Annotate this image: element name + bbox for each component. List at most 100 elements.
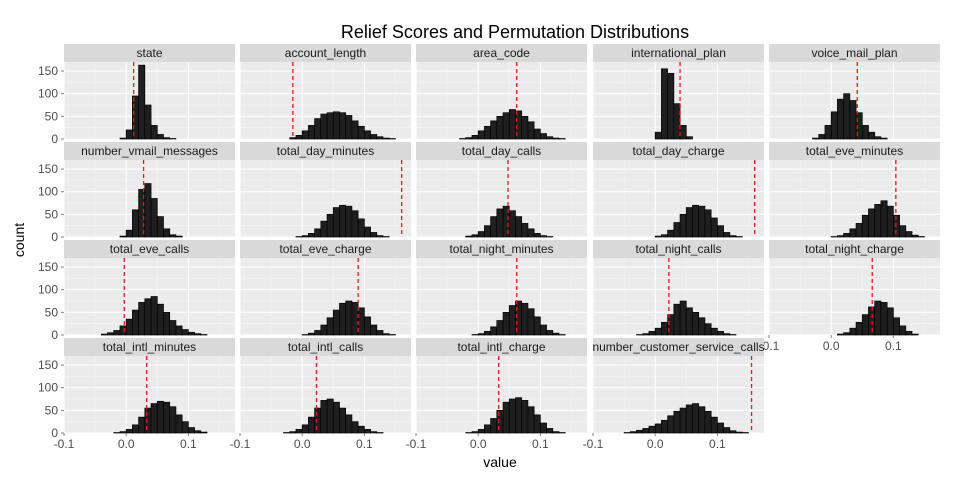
histogram-bar [119,137,127,140]
histogram-bar [698,205,706,238]
histogram-bar [188,331,195,336]
facet-strip-label: account_length [285,46,366,60]
histogram-bar [332,401,340,434]
histogram-bar [175,414,183,434]
y-tick-label: 100 [38,283,58,297]
histogram-bar [150,198,158,238]
y-tick-label: 100 [38,185,58,199]
histogram-bar [698,406,706,434]
histogram-bar [144,183,152,238]
histogram-bar [729,235,737,238]
y-tick-label: 50 [45,207,59,221]
histogram-bar [156,303,164,336]
histogram-bar [320,400,328,434]
histogram-bar [533,128,541,140]
histogram-bar [496,116,504,140]
histogram-bar [138,416,146,434]
histogram-bar [685,404,693,434]
histogram-bar [357,125,365,140]
histogram-bar [132,424,139,434]
histogram-bar [150,125,158,140]
facet-strip [416,44,587,62]
histogram-bar [496,208,504,238]
y-tick-label: 150 [38,162,58,176]
histogram-bar [144,407,152,434]
histogram-bar [326,317,334,336]
histogram-bar [837,235,844,238]
histogram-bar [107,332,115,336]
histogram-bar [339,112,347,140]
histogram-bar [533,233,541,238]
histogram-bar [893,317,900,336]
x-tick-label: -0.1 [54,437,75,451]
histogram-bar [685,207,693,238]
histogram-bar [905,331,913,336]
histogram-bar [710,327,718,336]
histogram-bar [729,430,737,434]
histogram-bar [843,233,851,238]
histogram-bar [484,424,491,434]
histogram-bar [849,327,857,336]
histogram-bar [905,231,913,238]
histogram-bar [156,134,164,140]
facet-panel: total_day_minutes [239,142,411,238]
histogram-bar [301,130,309,140]
histogram-bar [527,406,535,434]
histogram-bar [868,131,876,140]
histogram-bar [868,208,876,238]
histogram-bar [704,410,712,434]
facet-panel: total_intl_charge -0.1 0.0 0.1 [406,338,587,451]
histogram-bar [125,318,133,336]
histogram-bar [345,205,353,238]
histogram-bar [667,72,675,140]
histogram-bar [642,428,650,434]
facet-panel: number_customer_service_calls -0.1 0.0 0.1 [583,338,765,451]
histogram-bar [837,98,844,140]
histogram-bar [163,401,171,434]
x-tick-label: 0.1 [356,437,373,451]
facet-strip [769,44,940,62]
facet-strip [593,338,764,356]
x-tick-label: 0.0 [118,437,135,451]
y-tick-label: 0 [51,328,58,342]
histogram-bar [351,302,359,336]
facet-strip-label: total_intl_charge [457,340,545,354]
chart-title: Relief Scores and Permutation Distributi… [341,22,689,42]
histogram-bar [685,307,693,336]
histogram-bar [837,333,844,336]
facet-strip [240,338,411,356]
histogram-bar [490,216,498,238]
histogram-bar [332,207,340,238]
histogram-bar [508,210,516,238]
histogram-bar [855,321,863,336]
histogram-bar [679,300,687,336]
histogram-bar [515,216,523,238]
y-tick-label: 150 [38,260,58,274]
histogram-bar [477,429,485,434]
histogram-bar [132,309,139,336]
x-tick-label: 0.1 [532,437,549,451]
histogram-bar [301,424,309,434]
histogram-bar [370,324,378,336]
histogram-bar [899,325,907,336]
facet-strip-label: total_eve_calls [110,242,189,256]
histogram-bar [552,431,560,434]
histogram-bar [477,130,485,140]
y-tick-label: 100 [38,381,58,395]
histogram-bar [648,331,656,336]
histogram-bar [320,220,328,238]
histogram-bar [370,431,378,434]
histogram-bar [880,302,888,336]
histogram-bar [654,327,662,336]
histogram-bar [880,200,888,238]
histogram-bar [351,421,359,434]
facet-panel: total_night_calls [592,240,764,336]
histogram-bar [661,321,668,336]
facet-strip [593,142,764,160]
histogram-bar [880,137,888,140]
facet-panel: total_eve_calls 0 50 100 150 [38,240,235,342]
facet-strip-label: total_eve_charge [279,242,371,256]
histogram-bar [345,115,353,140]
histogram-bar [339,407,347,434]
histogram-bar [357,425,365,434]
